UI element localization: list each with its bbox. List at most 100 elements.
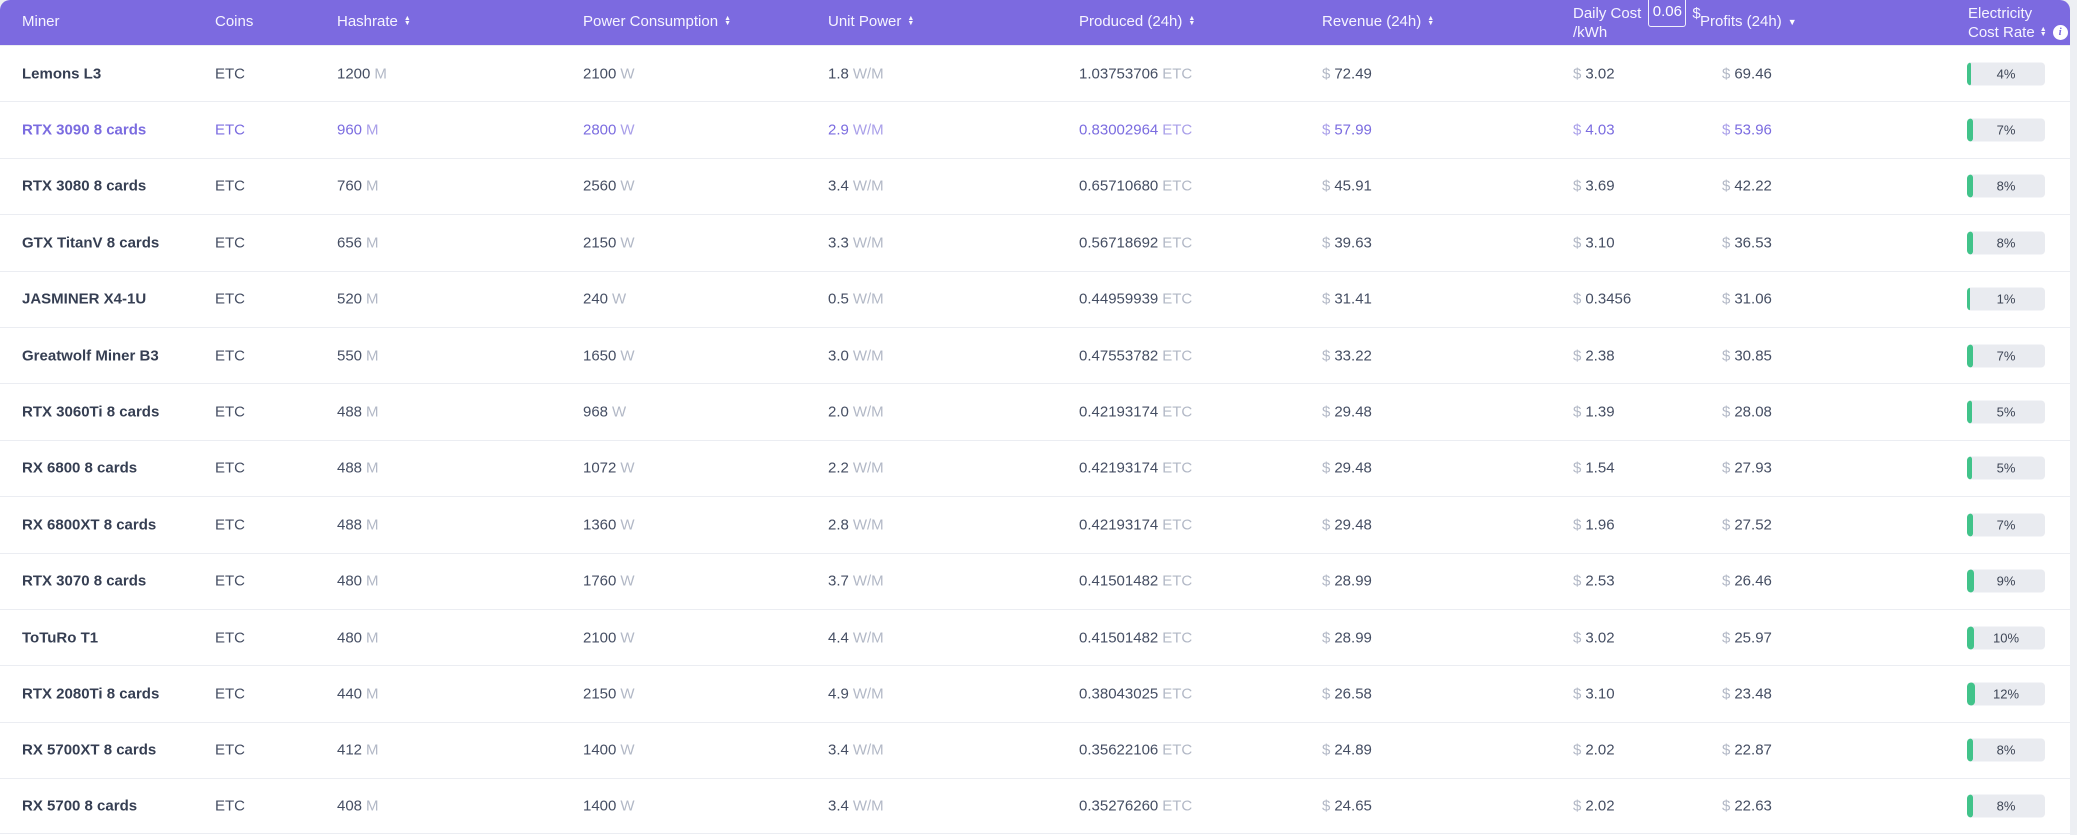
column-header-power-consumption[interactable]: Power Consumption ▲ ▼ — [583, 13, 731, 30]
daily-cost-cell: $2.02 — [1573, 742, 1615, 759]
column-header-revenue[interactable]: Revenue (24h) ▲ ▼ — [1322, 13, 1434, 30]
unit-power-cell: 3.0 W/M — [828, 347, 884, 364]
unit-power-unit: W/M — [852, 177, 884, 195]
info-icon[interactable]: i — [2052, 25, 2068, 40]
power-cell: 1760 W — [583, 573, 635, 590]
dollar-sign: $ — [1722, 572, 1731, 590]
table-row[interactable]: Greatwolf Miner B3 ETC 550 M 1650 W 3.0 W/M… — [0, 326, 2070, 384]
profits-cell: $23.48 — [1722, 685, 1772, 702]
column-header-hashrate[interactable]: Hashrate ▲ ▼ — [337, 13, 411, 30]
column-header-electricity-cost-rate[interactable]: Electricity Cost Rate ▲ ▼ i — [1968, 4, 2068, 42]
electricity-label-line1: Electricity — [1968, 5, 2033, 22]
daily-cost-label: Daily Cost — [1573, 5, 1642, 22]
hashrate-value: 656 — [337, 234, 363, 252]
coin-cell: ETC — [215, 741, 245, 759]
table-row[interactable]: ToTuRo T1 ETC 480 M 2100 W 4.4 W/M 0.415014… — [0, 608, 2070, 666]
column-header-miner: Miner — [22, 13, 60, 30]
miner-name-link[interactable]: RX 5700XT 8 cards — [22, 741, 157, 759]
daily-cost-value: 2.38 — [1585, 347, 1615, 365]
power-unit: W — [620, 572, 635, 590]
rate-percentage: 9% — [1996, 573, 2016, 589]
miner-name-link[interactable]: RTX 3080 8 cards — [22, 177, 147, 195]
hashrate-unit: M — [366, 797, 379, 815]
sort-icon: ▲ ▼ — [907, 15, 915, 27]
column-header-unit-power[interactable]: Unit Power ▲ ▼ — [828, 13, 914, 30]
table-row[interactable]: RX 5700 8 cards ETC 408 M 1400 W 3.4 W/M 0.… — [0, 778, 2070, 835]
produced-cell: 0.47553782 ETC — [1079, 347, 1192, 364]
unit-power-value: 4.4 — [828, 629, 849, 647]
unit-power-value: 3.0 — [828, 347, 849, 365]
table-row[interactable]: RX 6800 8 cards ETC 488 M 1072 W 2.2 W/M 0.… — [0, 439, 2070, 497]
power-value: 1650 — [583, 347, 617, 365]
column-header-coins: Coins — [215, 13, 254, 30]
miner-name-link[interactable]: RX 6800XT 8 cards — [22, 516, 157, 534]
daily-cost-cell: $1.54 — [1573, 460, 1615, 477]
power-unit: W — [620, 177, 635, 195]
table-row[interactable]: RTX 3070 8 cards ETC 480 M 1760 W 3.7 W/M 0… — [0, 552, 2070, 609]
hashrate-cell: 488 M — [337, 404, 379, 421]
electricity-cost-rate-bar: 8% — [1967, 174, 2045, 198]
miner-name-link[interactable]: RX 5700 8 cards — [22, 797, 138, 815]
miner-name-link[interactable]: JASMINER X4-1U — [22, 290, 147, 308]
hashrate-unit: M — [366, 121, 379, 139]
table-row[interactable]: RX 6800XT 8 cards ETC 488 M 1360 W 2.8 W/M … — [0, 496, 2070, 553]
daily-cost-cell: $3.02 — [1573, 65, 1615, 82]
miner-name-link[interactable]: RX 6800 8 cards — [22, 459, 138, 477]
dollar-sign: $ — [1722, 121, 1731, 139]
table-row[interactable]: RTX 3090 8 cards ETC 960 M 2800 W 2.9 W/M 0… — [0, 101, 2070, 158]
unit-power-unit: W/M — [852, 65, 884, 83]
table-row[interactable]: RTX 3080 8 cards ETC 760 M 2560 W 3.4 W/M 0… — [0, 157, 2070, 215]
hashrate-cell: 408 M — [337, 798, 379, 815]
produced-cell: 0.44959939 ETC — [1079, 291, 1192, 308]
hashrate-cell: 760 M — [337, 178, 379, 195]
column-header-produced-label: Produced (24h) — [1079, 13, 1183, 30]
coin-cell: ETC — [215, 797, 245, 815]
profits-cell: $28.08 — [1722, 404, 1772, 421]
miner-name-link[interactable]: GTX TitanV 8 cards — [22, 234, 160, 252]
table-row[interactable]: RTX 2080Ti 8 cards ETC 440 M 2150 W 4.9 W/M… — [0, 665, 2070, 722]
revenue-cell: $24.89 — [1322, 742, 1372, 759]
dollar-sign: $ — [1722, 290, 1731, 308]
power-unit: W — [620, 347, 635, 365]
sort-icon: ▲ ▼ — [2039, 26, 2047, 38]
profits-cell: $42.22 — [1722, 178, 1772, 195]
electricity-cost-rate-bar: 5% — [1967, 400, 2045, 424]
revenue-value: 24.65 — [1334, 797, 1372, 815]
profits-cell: $22.87 — [1722, 742, 1772, 759]
table-row[interactable]: RTX 3060Ti 8 cards ETC 488 M 968 W 2.0 W/M … — [0, 383, 2070, 440]
revenue-value: 26.58 — [1334, 685, 1372, 703]
electricity-price-input[interactable] — [1648, 0, 1687, 27]
table-row[interactable]: GTX TitanV 8 cards ETC 656 M 2150 W 3.3 W/M… — [0, 214, 2070, 271]
profits-cell: $27.52 — [1722, 516, 1772, 533]
rate-bar-fill — [1967, 231, 1973, 255]
electricity-cost-rate-bar: 8% — [1967, 231, 2045, 255]
dollar-sign: $ — [1573, 347, 1582, 365]
column-header-produced[interactable]: Produced (24h) ▲ ▼ — [1079, 13, 1195, 30]
rate-bar-fill — [1967, 118, 1973, 142]
rate-bar-fill — [1967, 400, 1972, 424]
miner-name-link[interactable]: Greatwolf Miner B3 — [22, 347, 159, 365]
hashrate-value: 960 — [337, 121, 363, 139]
dollar-sign: $ — [1573, 629, 1582, 647]
hashrate-value: 488 — [337, 403, 363, 421]
table-row[interactable]: JASMINER X4-1U ETC 520 M 240 W 0.5 W/M 0.44… — [0, 270, 2070, 327]
unit-power-cell: 2.2 W/M — [828, 460, 884, 477]
power-value: 1760 — [583, 572, 617, 590]
coin-cell: ETC — [215, 459, 245, 477]
miner-name-link[interactable]: RTX 3090 8 cards — [22, 121, 147, 139]
power-cell: 2560 W — [583, 178, 635, 195]
revenue-cell: $57.99 — [1322, 122, 1372, 139]
miner-name-link[interactable]: ToTuRo T1 — [22, 629, 99, 647]
column-header-profits[interactable]: Profits (24h) ▼ — [1700, 13, 1797, 30]
revenue-value: 33.22 — [1334, 347, 1372, 365]
table-row[interactable]: Lemons L3 ETC 1200 M 2100 W 1.8 W/M 1.03753… — [0, 45, 2070, 102]
miner-name-link[interactable]: RTX 2080Ti 8 cards — [22, 685, 160, 703]
miner-name-link[interactable]: Lemons L3 — [22, 65, 102, 83]
table-row[interactable]: RX 5700XT 8 cards ETC 412 M 1400 W 3.4 W/M … — [0, 721, 2070, 779]
miner-name-link[interactable]: RTX 3060Ti 8 cards — [22, 403, 160, 421]
produced-cell: 0.42193174 ETC — [1079, 404, 1192, 421]
unit-power-value: 2.8 — [828, 516, 849, 534]
power-cell: 2100 W — [583, 65, 635, 82]
miner-name-link[interactable]: RTX 3070 8 cards — [22, 572, 147, 590]
coin-cell: ETC — [215, 516, 245, 534]
